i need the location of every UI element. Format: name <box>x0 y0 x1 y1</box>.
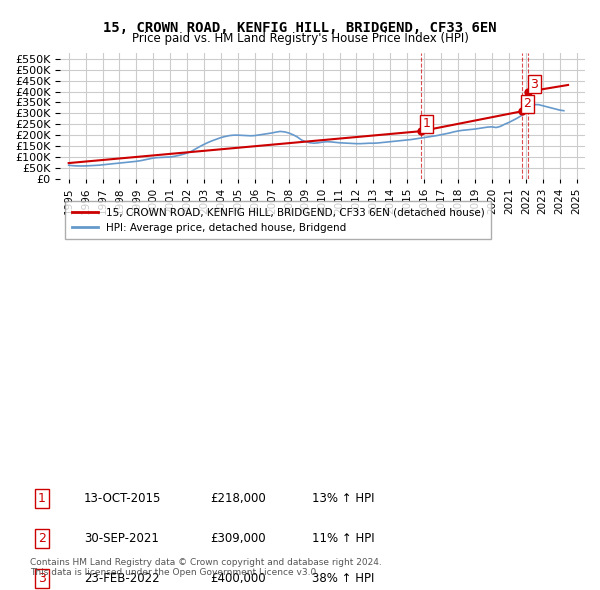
Text: 11% ↑ HPI: 11% ↑ HPI <box>312 532 374 545</box>
Text: 13% ↑ HPI: 13% ↑ HPI <box>312 492 374 505</box>
Text: 2: 2 <box>38 532 46 545</box>
Text: Contains HM Land Registry data © Crown copyright and database right 2024.
This d: Contains HM Land Registry data © Crown c… <box>30 558 382 577</box>
Text: Price paid vs. HM Land Registry's House Price Index (HPI): Price paid vs. HM Land Registry's House … <box>131 32 469 45</box>
Text: 30-SEP-2021: 30-SEP-2021 <box>84 532 159 545</box>
Text: £309,000: £309,000 <box>210 532 266 545</box>
Text: 15, CROWN ROAD, KENFIG HILL, BRIDGEND, CF33 6EN: 15, CROWN ROAD, KENFIG HILL, BRIDGEND, C… <box>103 21 497 35</box>
Text: 1: 1 <box>38 492 46 505</box>
Text: £218,000: £218,000 <box>210 492 266 505</box>
Text: £400,000: £400,000 <box>210 572 266 585</box>
Legend: 15, CROWN ROAD, KENFIG HILL, BRIDGEND, CF33 6EN (detached house), HPI: Average p: 15, CROWN ROAD, KENFIG HILL, BRIDGEND, C… <box>65 201 491 239</box>
Text: 2: 2 <box>523 97 531 110</box>
Text: 23-FEB-2022: 23-FEB-2022 <box>84 572 160 585</box>
Text: 13-OCT-2015: 13-OCT-2015 <box>84 492 161 505</box>
Text: 3: 3 <box>38 572 46 585</box>
Text: 38% ↑ HPI: 38% ↑ HPI <box>312 572 374 585</box>
Text: 1: 1 <box>422 117 430 130</box>
Text: 3: 3 <box>530 78 538 91</box>
